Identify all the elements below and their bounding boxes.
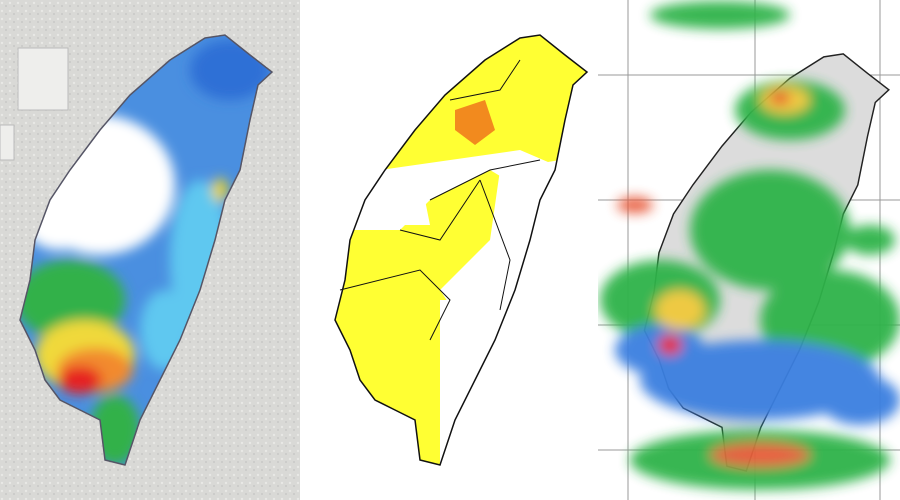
echo bbox=[845, 225, 895, 255]
rainfall-panel bbox=[0, 0, 300, 500]
echo bbox=[770, 92, 790, 104]
border bbox=[399, 179, 481, 241]
echo bbox=[617, 197, 653, 213]
echo bbox=[690, 170, 850, 290]
rain-area bbox=[58, 366, 102, 394]
warning-panel bbox=[300, 0, 596, 500]
echo bbox=[820, 375, 900, 425]
border bbox=[449, 59, 521, 101]
radar-panel bbox=[598, 0, 900, 500]
county-borders bbox=[339, 59, 541, 341]
border bbox=[339, 269, 451, 341]
inset-box bbox=[0, 124, 15, 161]
rain-area bbox=[212, 178, 228, 202]
radar-echoes bbox=[600, 1, 900, 490]
rain-area bbox=[20, 260, 125, 340]
echo bbox=[655, 290, 705, 330]
border bbox=[429, 159, 541, 201]
border bbox=[479, 179, 511, 311]
no-warning-area bbox=[335, 150, 555, 230]
inset-box bbox=[17, 47, 69, 111]
echo bbox=[658, 335, 682, 355]
no-warning-area bbox=[405, 200, 430, 225]
echo bbox=[650, 1, 790, 29]
warning-area bbox=[455, 100, 495, 145]
echo bbox=[710, 443, 810, 467]
